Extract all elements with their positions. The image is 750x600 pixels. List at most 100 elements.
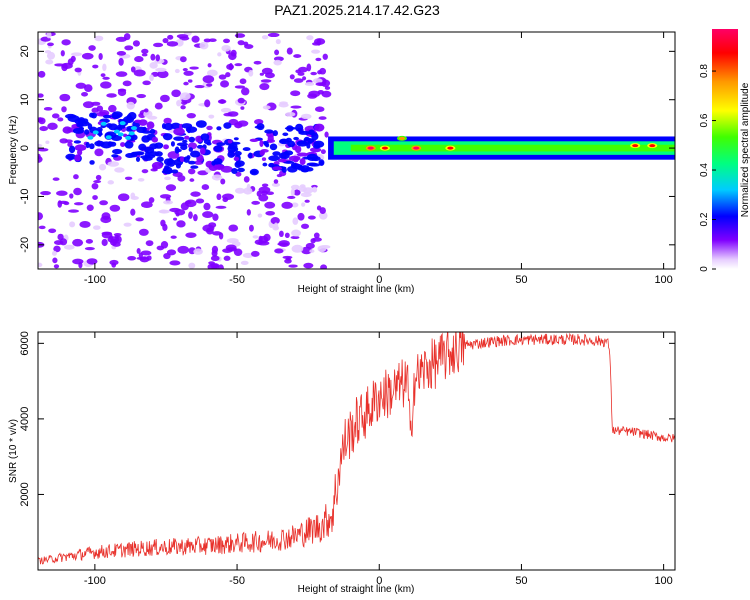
heatmap-blob [193, 214, 198, 222]
heatmap-blob [290, 90, 301, 97]
heatmap-blob [296, 152, 309, 157]
heatmap-blob [284, 232, 290, 239]
heatmap-blob [57, 117, 64, 122]
heatmap-blob [317, 245, 327, 253]
heatmap-blob [184, 200, 192, 204]
heatmap-blob [72, 238, 84, 247]
heatmap-blob [212, 213, 219, 221]
heatmap-blob [242, 252, 254, 258]
heatmap-blob [107, 141, 114, 145]
heatmap-blob [74, 154, 81, 162]
heatmap-blob [107, 161, 120, 167]
heatmap-blob [155, 54, 161, 62]
heatmap-blob [167, 34, 174, 40]
heatmap-blob [295, 123, 304, 132]
heatmap-blob [48, 228, 57, 234]
heatmap-xtick-label: 0 [376, 274, 382, 286]
heatmap-blob [130, 208, 136, 216]
heatmap-blob [155, 67, 167, 72]
heatmap-blob [76, 122, 84, 128]
heatmap-blob [164, 165, 170, 170]
heatmap-blob [297, 71, 305, 76]
heatmap-blob [73, 202, 84, 206]
heatmap-blob [43, 106, 53, 111]
heatmap-blob [304, 82, 315, 86]
heatmap-blob [126, 114, 133, 123]
heatmap-blob [64, 139, 73, 143]
heatmap-blob [190, 191, 201, 197]
heatmap-blob [312, 42, 321, 46]
heatmap-blob [179, 92, 191, 101]
heatmap-blob [314, 106, 325, 113]
snr-xtick-label: 0 [376, 575, 382, 587]
heatmap-blob [241, 87, 250, 96]
heatmap-blob [287, 165, 298, 173]
heatmap-blob [310, 71, 318, 76]
heatmap-blob [162, 133, 173, 141]
heatmap-blob [190, 165, 199, 169]
heatmap-blob [267, 134, 274, 143]
heatmap-blob [46, 32, 52, 39]
heatmap-blob [300, 246, 313, 255]
heatmap-blob [324, 86, 331, 90]
heatmap-blob [179, 156, 184, 163]
heatmap-blob [206, 227, 214, 235]
heatmap-blob [222, 197, 229, 203]
heatmap-blob [173, 127, 185, 136]
heatmap-blob [203, 202, 211, 211]
heatmap-blob [201, 184, 210, 191]
ridge-peak [381, 146, 388, 150]
snr-ticks: -100 -50 0 50 100 2000 4000 6000 [19, 331, 675, 587]
heatmap-blob [250, 250, 260, 257]
heatmap-blob [74, 144, 87, 152]
heatmap-blob [284, 150, 294, 156]
heatmap-blob [125, 135, 132, 140]
heatmap-blob [276, 173, 283, 178]
heatmap-blob [108, 104, 117, 113]
heatmap-blob [277, 158, 287, 163]
heatmap-blob [68, 209, 80, 213]
heatmap-blob [91, 182, 99, 190]
heatmap-blob [100, 73, 106, 78]
heatmap-blob [293, 54, 302, 58]
heatmap-blob [106, 93, 117, 98]
heatmap-blob [281, 201, 293, 209]
heatmap-blob [163, 117, 172, 125]
heatmap-blob [135, 156, 141, 162]
heatmap-blob [216, 142, 226, 147]
heatmap-blob [112, 148, 123, 155]
heatmap-blob [273, 179, 279, 184]
heatmap-blob [40, 191, 51, 196]
heatmap-blob [290, 235, 300, 240]
heatmap-blob [228, 52, 237, 61]
heatmap-blob [176, 34, 189, 39]
heatmap-blob [258, 194, 269, 202]
heatmap-blob [313, 232, 320, 239]
heatmap-blob [257, 213, 263, 218]
heatmap-blob [291, 229, 301, 237]
heatmap-blob [316, 205, 322, 211]
heatmap-blob [288, 155, 301, 162]
heatmap-blob [313, 144, 321, 149]
heatmap-blob [73, 140, 82, 144]
heatmap-blob [161, 169, 173, 174]
heatmap-blob [88, 45, 96, 51]
heatmap-blob [210, 255, 220, 262]
heatmap-blob [234, 150, 242, 156]
heatmap-blob [108, 123, 118, 131]
heatmap-blob [174, 68, 180, 74]
heatmap-blob [38, 148, 49, 152]
heatmap-blob [61, 106, 67, 113]
snr-ytick-label: 4000 [19, 407, 31, 431]
heatmap-blob [287, 140, 296, 148]
heatmap-blob [53, 264, 60, 269]
heatmap-blob [251, 200, 261, 205]
heatmap-ytick-label: 10 [19, 94, 31, 106]
heatmap-blob [171, 169, 179, 174]
heatmap-blob [187, 79, 193, 83]
heatmap-blob [188, 262, 196, 269]
heatmap-blob [274, 248, 284, 254]
heatmap-blob [72, 127, 85, 134]
heatmap-blob [128, 131, 135, 136]
